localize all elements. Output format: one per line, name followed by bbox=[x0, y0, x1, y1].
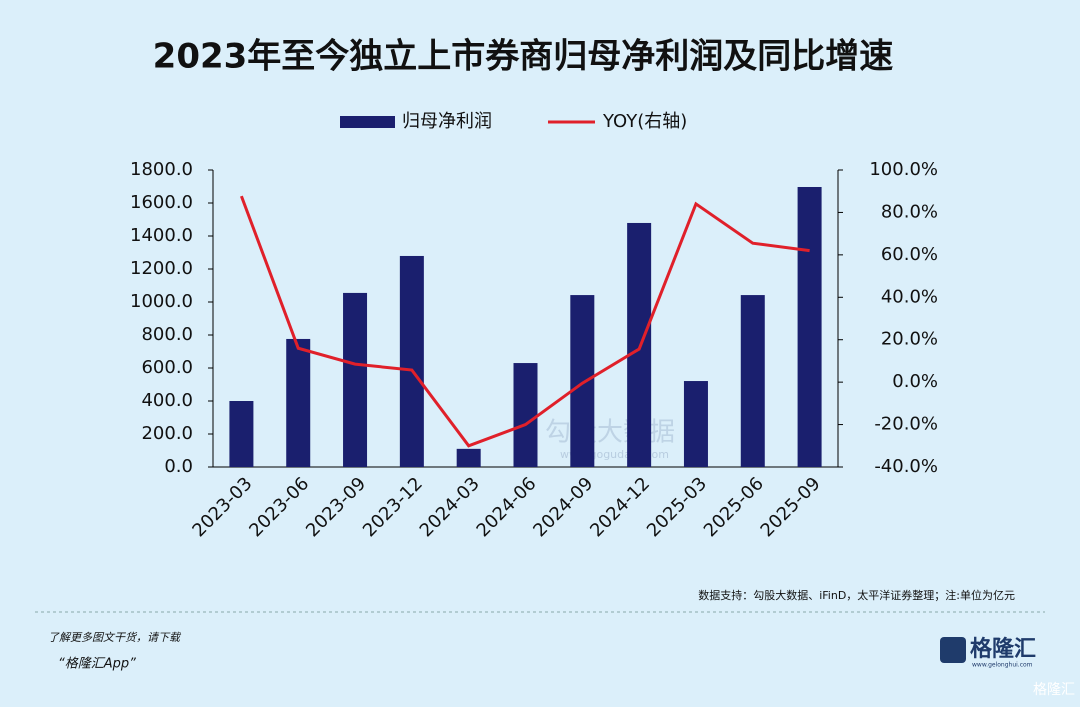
legend-swatch bbox=[340, 116, 395, 128]
y2-tick-label: 40.0% bbox=[881, 286, 938, 307]
x-tick-label: 2023-09 bbox=[302, 473, 370, 541]
corner-watermark: 格隆汇 bbox=[1033, 682, 1075, 698]
y2-tick-label: -20.0% bbox=[874, 414, 938, 435]
y-tick-label: 1200.0 bbox=[130, 258, 193, 279]
y-tick-label: 200.0 bbox=[141, 423, 193, 444]
bar bbox=[740, 295, 765, 467]
y2-tick-label: -40.0% bbox=[874, 456, 938, 477]
x-tick-label: 2025-03 bbox=[643, 473, 711, 541]
y-tick-label: 1000.0 bbox=[130, 291, 193, 312]
logo-url: www.gelonghui.com bbox=[972, 662, 1033, 669]
x-tick-label: 2024-03 bbox=[416, 473, 484, 541]
bar bbox=[229, 401, 254, 467]
bar bbox=[570, 295, 595, 467]
x-tick-label: 2023-06 bbox=[245, 473, 313, 541]
y2-tick-label: 20.0% bbox=[881, 329, 938, 350]
y2-tick-label: 80.0% bbox=[881, 201, 938, 222]
x-tick-label: 2023-12 bbox=[359, 473, 427, 541]
x-tick-label: 2025-09 bbox=[757, 473, 825, 541]
logo-icon bbox=[940, 637, 966, 663]
logo: 格隆汇 bbox=[970, 636, 1036, 662]
chart-title: 2023年至今独立上市券商归母净利润及同比增速 bbox=[153, 37, 894, 77]
y2-tick-label: 100.0% bbox=[869, 159, 938, 180]
legend-label: 归母净利润 bbox=[402, 111, 492, 132]
x-tick-label: 2024-12 bbox=[586, 473, 654, 541]
x-tick-label: 2024-09 bbox=[529, 473, 597, 541]
watermark: 勾股大数据 bbox=[545, 418, 675, 448]
x-tick-label: 2024-06 bbox=[473, 473, 541, 541]
x-tick-label: 2023-03 bbox=[188, 473, 256, 541]
bar bbox=[683, 381, 708, 467]
y2-tick-label: 0.0% bbox=[892, 371, 938, 392]
bar bbox=[399, 255, 424, 467]
footer-app: “格隆汇App” bbox=[58, 657, 136, 672]
bar bbox=[343, 292, 368, 467]
y-tick-label: 600.0 bbox=[141, 357, 193, 378]
bar bbox=[513, 363, 538, 467]
bar bbox=[456, 448, 481, 467]
yoy-line bbox=[240, 195, 810, 448]
x-tick-label: 2025-06 bbox=[700, 473, 768, 541]
y-tick-label: 1600.0 bbox=[130, 192, 193, 213]
y-tick-label: 1800.0 bbox=[130, 159, 193, 180]
bar bbox=[797, 186, 822, 467]
y-tick-label: 1400.0 bbox=[130, 225, 193, 246]
y2-tick-label: 60.0% bbox=[881, 244, 938, 265]
bar bbox=[286, 338, 311, 467]
source-note: 数据支持：勾股大数据、iFinD，太平洋证券整理；注:单位为亿元 bbox=[698, 588, 1015, 602]
footer-prompt: 了解更多图文干货，请下载 bbox=[48, 631, 182, 644]
y-tick-label: 800.0 bbox=[141, 324, 193, 345]
y-tick-label: 400.0 bbox=[141, 390, 193, 411]
legend-label: YOY(右轴) bbox=[602, 111, 687, 132]
y-tick-label: 0.0 bbox=[164, 456, 193, 477]
